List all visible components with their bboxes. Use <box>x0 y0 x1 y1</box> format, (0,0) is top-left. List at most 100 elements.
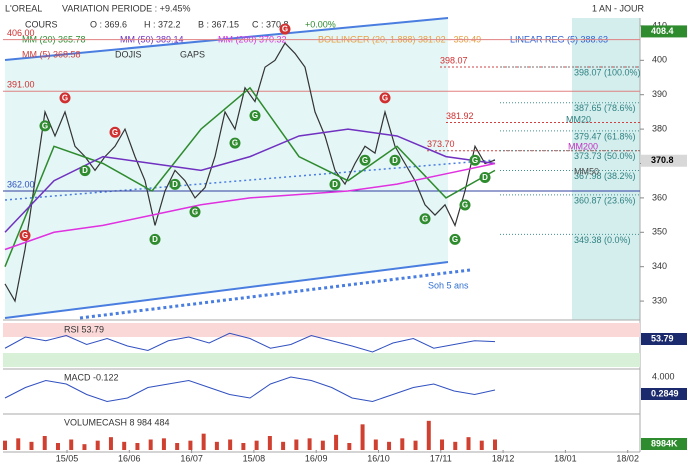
volume-bar <box>440 439 445 450</box>
volume-bar <box>426 420 431 450</box>
volume-bar <box>241 443 246 450</box>
signal-label: D <box>392 156 398 165</box>
last-label: 370.8 <box>651 155 674 165</box>
channel-top <box>4 17 449 61</box>
rsi-band <box>3 323 640 337</box>
level-label: 362.00 <box>7 179 35 189</box>
volume-bar <box>3 440 7 450</box>
signal <box>249 110 261 122</box>
signal-label: G <box>462 201 468 210</box>
last-box <box>641 25 687 38</box>
last-label: 408.4 <box>651 26 674 36</box>
period: 1 AN - JOUR <box>592 3 645 13</box>
target-label: 398.07 <box>440 55 468 65</box>
volume-bar <box>281 441 286 450</box>
volume-bar <box>307 438 312 450</box>
panel-title: RSI 53.79 <box>64 324 104 334</box>
y-tick-label: 340 <box>652 261 667 271</box>
volume-bar <box>347 443 352 450</box>
series-line <box>4 86 496 267</box>
variation: VARIATION PERIODE : +9.45% <box>62 3 190 13</box>
signal-label: D <box>82 166 88 175</box>
last-label: 8984K <box>651 438 678 448</box>
fib-label: 367.98 (38.2%) <box>574 171 636 181</box>
signal-label: G <box>22 231 28 240</box>
signal <box>389 154 401 166</box>
signal-label: G <box>42 122 48 131</box>
signal-label: D <box>172 180 178 189</box>
signal <box>359 154 371 166</box>
signal-label: G <box>282 25 288 34</box>
volume-bar <box>201 433 206 450</box>
signal-label: G <box>252 111 258 120</box>
x-tick-label: 16/07 <box>180 453 203 463</box>
signal-label: D <box>152 235 158 244</box>
legend-ohlc: O : 369.6 <box>90 19 127 29</box>
annotation: Soh 5 ans <box>428 280 469 290</box>
signal <box>169 178 181 190</box>
y-tick-label: 350 <box>652 227 667 237</box>
fib-label: 349.38 (0.0%) <box>574 235 631 245</box>
series-line <box>4 42 496 303</box>
signal <box>469 154 481 166</box>
rsi-band <box>3 353 640 367</box>
fib-label: 398.07 (100.0%) <box>574 67 641 77</box>
volume-bar <box>42 436 47 450</box>
reg-line <box>4 159 496 201</box>
volume-bar <box>294 439 299 450</box>
signal <box>419 213 431 225</box>
level-label: 406.00 <box>7 28 35 38</box>
signal <box>79 165 91 177</box>
x-tick-label: 15/05 <box>56 453 79 463</box>
signal <box>189 206 201 218</box>
target-label: 381.92 <box>446 111 474 121</box>
x-tick-label: 18/01 <box>554 453 577 463</box>
volume-bar <box>320 440 325 450</box>
signal-label: G <box>472 156 478 165</box>
volume-bar <box>254 440 259 450</box>
volume-bar <box>466 437 471 450</box>
volume-bar <box>82 444 87 450</box>
signal <box>479 171 491 183</box>
legend-indicator: MM (5) 368.58 <box>22 49 81 59</box>
volume-bar <box>95 440 100 450</box>
legend-ohlc: B : 367.15 <box>198 19 239 29</box>
level-label: 391.00 <box>7 80 35 90</box>
annotation: MM20 <box>566 114 591 124</box>
series-line <box>4 162 496 251</box>
y-tick-label: 4.000 <box>652 371 675 381</box>
volume-bar <box>122 441 127 450</box>
signal <box>109 126 121 138</box>
legend-ohlc: C : 370.8 <box>252 19 289 29</box>
signal <box>229 137 241 149</box>
series-line <box>4 128 496 233</box>
signal-label: D <box>332 180 338 189</box>
x-tick-label: 16/09 <box>305 453 328 463</box>
signal <box>279 23 291 35</box>
fib-label: 387.65 (78.6%) <box>574 103 636 113</box>
signal <box>19 229 31 241</box>
signal <box>449 233 461 245</box>
signal <box>329 178 341 190</box>
signal-label: G <box>62 94 68 103</box>
volume-bar <box>387 441 392 450</box>
last-label: 53.79 <box>651 333 674 343</box>
volume-bar <box>188 440 193 450</box>
fib-label: 360.87 (23.6%) <box>574 195 636 205</box>
volume-bar <box>175 443 180 450</box>
volume-bar <box>214 441 219 450</box>
channel <box>5 18 448 318</box>
y-tick-label: 410 <box>652 20 667 30</box>
annotation: MM50 <box>574 166 599 176</box>
volume-bar <box>148 439 153 450</box>
y-tick-label: 360 <box>652 192 667 202</box>
signal-label: G <box>112 128 118 137</box>
last-label: 0.2849 <box>651 388 679 398</box>
future-zone <box>572 18 640 320</box>
volume-bar <box>69 439 74 450</box>
signal-label: G <box>362 156 368 165</box>
annotation: MM200 <box>568 141 598 151</box>
title: L'OREAL <box>5 3 42 13</box>
indicator-line <box>4 332 496 353</box>
panel-title: VOLUMECASH 8 984 484 <box>64 417 170 427</box>
